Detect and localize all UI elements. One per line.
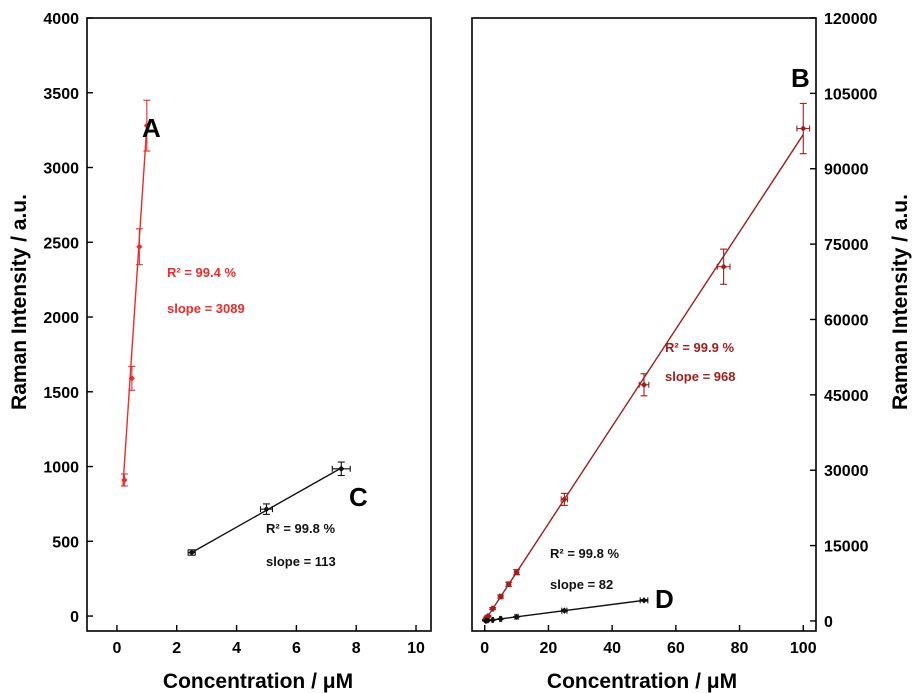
data-point-A (135, 228, 143, 266)
y-tick-label: 45000 (824, 388, 869, 405)
y-tick-label: 3500 (43, 86, 79, 103)
series-D-slope-label: slope = 82 (550, 577, 613, 592)
series-C-slope-label: slope = 113 (266, 554, 336, 569)
right-y-axis-label: Raman Intensity / a.u. (889, 194, 912, 410)
series-B-letter: B (791, 63, 810, 93)
data-point-C (331, 461, 351, 477)
series-C-letter: C (349, 482, 368, 512)
y-tick-label: 15000 (824, 539, 869, 556)
series-A-r2-label: R² = 99.4 % (167, 265, 236, 280)
left-y-axis-label: Raman Intensity / a.u. (8, 194, 31, 410)
series-D-letter: D (655, 584, 674, 614)
data-point-B (796, 102, 811, 155)
y-tick-label: 30000 (824, 463, 869, 480)
data-point-D (497, 615, 505, 623)
series-B-slope-label: slope = 968 (665, 369, 735, 384)
data-point-B (497, 593, 505, 600)
x-tick-label: 10 (407, 640, 425, 657)
data-point-B (489, 605, 497, 612)
x-tick-label: 0 (480, 640, 489, 657)
y-tick-label: 2000 (43, 310, 79, 327)
series-A-slope-label: slope = 3089 (167, 301, 245, 316)
data-point-C (259, 503, 274, 515)
x-tick-label: 60 (667, 640, 685, 657)
y-tick-label: 0 (70, 609, 79, 626)
x-tick-label: 80 (731, 640, 749, 657)
fit-line-A (122, 125, 148, 487)
x-tick-label: 100 (790, 640, 817, 657)
left-plot-frame (86, 17, 432, 632)
y-tick-label: 75000 (824, 237, 869, 254)
x-tick-label: 8 (352, 640, 361, 657)
y-tick-label: 2500 (43, 235, 79, 252)
x-tick-label: 6 (292, 640, 301, 657)
data-point-D (489, 616, 497, 624)
x-tick-label: 0 (112, 640, 121, 657)
data-point-B (716, 248, 731, 285)
y-tick-label: 1500 (43, 385, 79, 402)
right-panel: 0 20 40 60 80 100 0 15000 30000 45000 60000 75000 9… (471, 11, 912, 693)
data-point-D (513, 613, 521, 620)
y-tick-label: 105000 (824, 86, 877, 103)
x-tick-label: 20 (540, 640, 558, 657)
y-tick-label: 1000 (43, 460, 79, 477)
data-point-B (638, 373, 650, 397)
series-B-r2-label: R² = 99.9 % (665, 340, 734, 355)
data-point-A (120, 473, 128, 487)
x-tick-label: 40 (603, 640, 621, 657)
y-tick-label: 500 (52, 534, 79, 551)
y-tick-label: 0 (824, 614, 833, 631)
data-point-A (143, 99, 151, 152)
y-tick-label: 3000 (43, 161, 79, 178)
y-tick-label: 4000 (43, 11, 79, 28)
series-C-r2-label: R² = 99.8 % (266, 521, 335, 536)
left-panel: 0 2 4 6 8 10 0 500 1000 1500 2000 2500 3000 3500 4000… (8, 11, 432, 693)
right-plot-frame (471, 17, 817, 632)
data-point-D (639, 597, 649, 604)
left-x-axis-label: Concentration / μM (163, 670, 353, 693)
series-D-r2-label: R² = 99.8 % (550, 546, 619, 561)
data-point-B (513, 569, 521, 576)
data-point-B (505, 581, 513, 588)
right-x-axis-label: Concentration / μM (547, 670, 737, 693)
data-point-C (187, 549, 196, 556)
x-tick-label: 4 (232, 640, 241, 657)
y-tick-label: 90000 (824, 162, 869, 179)
data-point-D (560, 607, 568, 614)
y-tick-label: 120000 (824, 11, 877, 28)
x-tick-label: 2 (172, 640, 181, 657)
y-tick-label: 60000 (824, 312, 869, 329)
series-A-letter: A (142, 113, 161, 143)
